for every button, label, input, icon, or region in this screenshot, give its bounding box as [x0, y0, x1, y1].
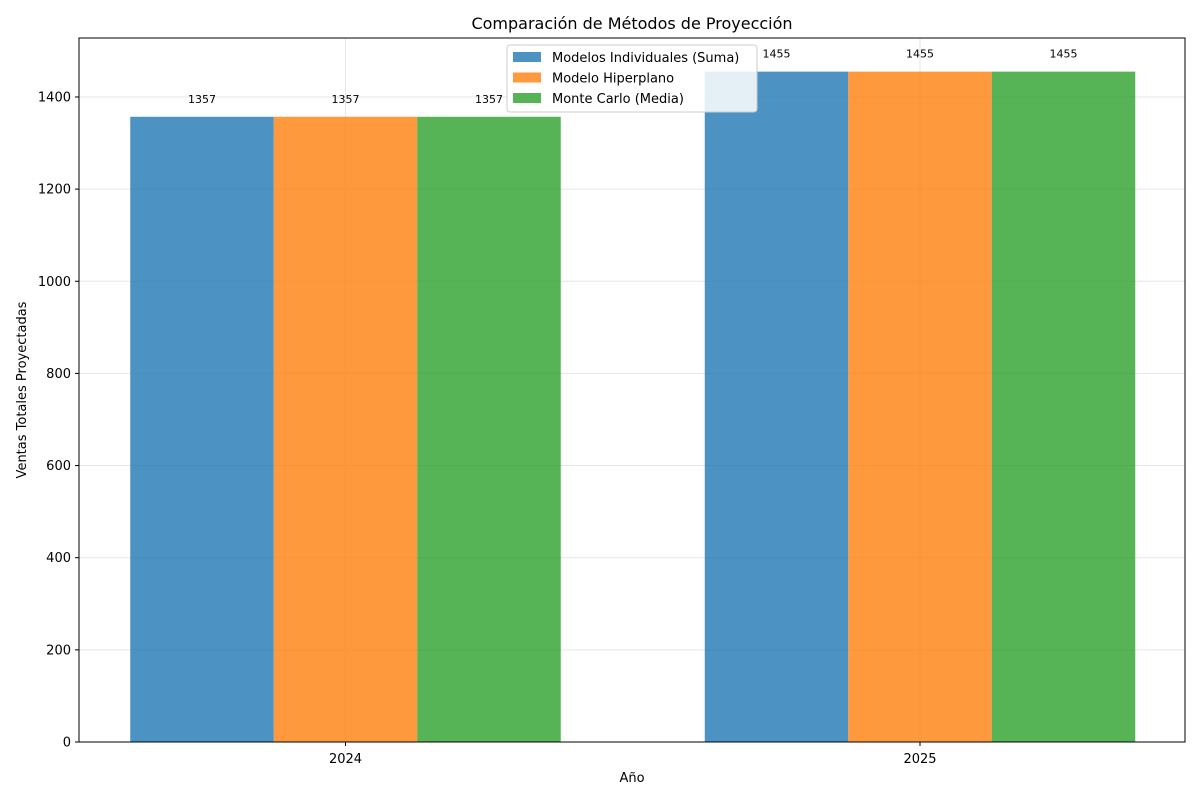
bar [848, 71, 992, 743]
bars [130, 71, 1136, 743]
y-tick-label: 1000 [38, 275, 71, 290]
legend-swatch [513, 93, 541, 103]
legend-swatch [513, 72, 541, 83]
x-tick-label: 2024 [329, 752, 362, 767]
bar-value-label: 1357 [475, 93, 503, 106]
legend-label: Monte Carlo (Media) [552, 92, 684, 107]
y-tick-label: 400 [46, 551, 71, 566]
legend-label: Modelos Individuales (Suma) [552, 51, 739, 66]
bar-value-label: 1455 [1050, 48, 1078, 61]
x-ticks: 2024 2025 [329, 742, 937, 767]
bar [991, 71, 1136, 743]
bar [704, 71, 849, 743]
y-axis-label: Ventas Totales Proyectadas [15, 301, 30, 478]
y-tick-label: 0 [63, 736, 71, 751]
y-tick-label: 1400 [38, 90, 71, 105]
bar-value-label: 1455 [763, 48, 791, 61]
bar [417, 116, 561, 742]
bar [130, 116, 274, 742]
chart-title: Comparación de Métodos de Proyección [471, 14, 792, 33]
bar [273, 116, 418, 742]
bar-labels: 1357 1455 1357 1455 1357 1455 [188, 48, 1078, 106]
legend-swatch [513, 52, 541, 62]
bar-value-label: 1357 [188, 93, 216, 106]
y-tick-label: 800 [46, 367, 71, 382]
bar-value-label: 1357 [332, 93, 360, 106]
y-tick-label: 1200 [38, 183, 71, 198]
bar-value-label: 1455 [906, 48, 934, 61]
x-axis-label: Año [619, 771, 644, 786]
plot-frame [78, 37, 1186, 743]
x-tick-label: 2025 [903, 752, 936, 767]
y-tick-label: 200 [46, 643, 71, 658]
y-tick-label: 600 [46, 459, 71, 474]
legend: Modelos Individuales (Suma) Modelo Hiperp… [506, 44, 758, 113]
legend-label: Modelo Hiperplano [552, 72, 674, 87]
y-ticks: 0 200 400 600 800 1000 1200 1400 [38, 90, 79, 751]
legend-box [506, 44, 758, 113]
